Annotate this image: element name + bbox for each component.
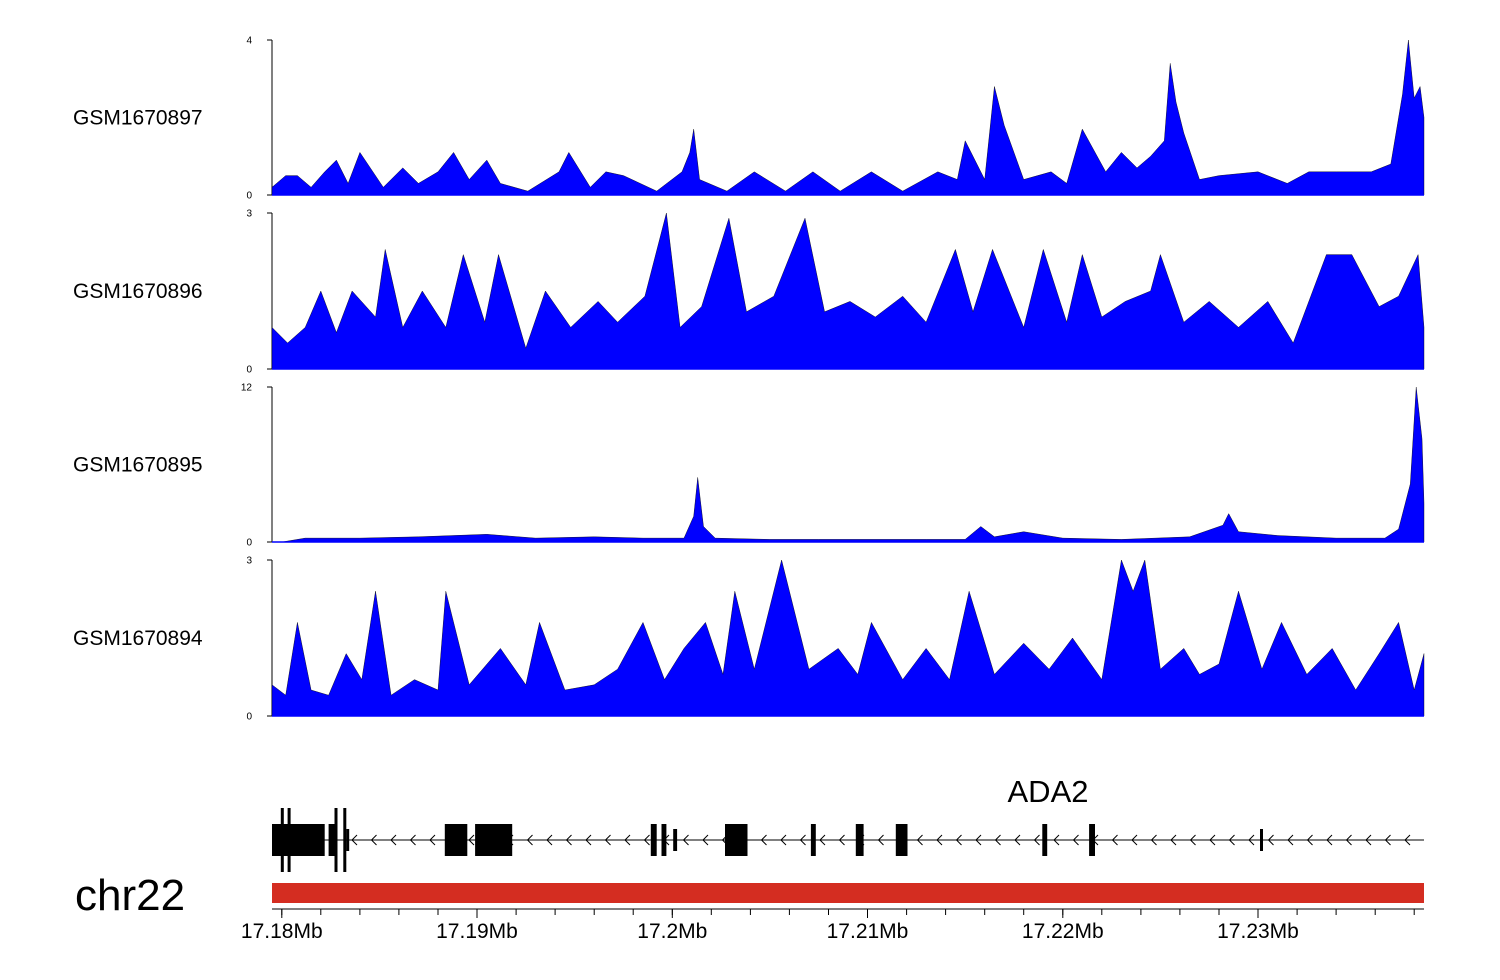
strand-arrow [1014, 834, 1021, 846]
coverage-area-gsm1670897 [271, 39, 1425, 196]
strand-arrow [1150, 834, 1157, 846]
exon [661, 824, 667, 856]
strand-arrow [1053, 834, 1060, 846]
track-gsm1670897: 0 4 GSM1670897 [73, 36, 1425, 202]
track-label: GSM1670896 [73, 280, 203, 303]
strand-arrow [1033, 834, 1040, 846]
strand-arrow [526, 834, 533, 846]
exon [272, 824, 325, 856]
exon [1042, 824, 1048, 856]
strand-arrow [624, 834, 631, 846]
exon [895, 824, 908, 856]
exon-edge [280, 808, 284, 872]
strand-arrow [799, 834, 806, 846]
exon [650, 824, 657, 856]
coverage-area-gsm1670896 [271, 212, 1425, 370]
strand-arrow [1170, 834, 1177, 846]
exon [673, 829, 678, 851]
strand-arrow [994, 834, 1001, 846]
strand-arrow [682, 834, 689, 846]
strand-arrow [975, 834, 982, 846]
coverage-area-gsm1670894 [271, 559, 1425, 717]
exon [346, 829, 350, 851]
exon-edge [287, 808, 291, 872]
exon [444, 824, 468, 856]
strand-arrow [1306, 834, 1313, 846]
strand-arrow [702, 834, 709, 846]
strand-arrow [1072, 834, 1079, 846]
exon [810, 824, 816, 856]
x-tick-label: 17.22Mb [1022, 920, 1104, 943]
strand-arrow [1326, 834, 1333, 846]
strand-arrow [370, 834, 377, 846]
strand-arrow [409, 834, 416, 846]
strand-arrow [955, 834, 962, 846]
strand-arrow [643, 834, 650, 846]
coverage-tracks: 0 4 GSM1670897 0 3 GSM1670896 0 12 GSM1670895 0 3 G… [73, 36, 1425, 723]
strand-arrow [1209, 834, 1216, 846]
strand-arrow [916, 834, 923, 846]
strand-arrow [838, 834, 845, 846]
exon [1089, 824, 1095, 856]
strand-arrow [1404, 834, 1411, 846]
track-gsm1670894: 0 3 GSM1670894 [73, 556, 1425, 723]
exon [855, 824, 864, 856]
strand-arrow [565, 834, 572, 846]
strand-arrow [877, 834, 884, 846]
y-tick-label: 4 [246, 36, 252, 47]
exon [328, 824, 336, 856]
exon-edge [343, 808, 347, 872]
strand-arrow [351, 834, 358, 846]
strand-arrow [1131, 834, 1138, 846]
x-tick-label: 17.23Mb [1217, 920, 1299, 943]
exon [725, 824, 748, 856]
y-tick-label: 0 [246, 712, 252, 723]
y-tick-label: 3 [246, 556, 252, 567]
strand-arrow [1267, 834, 1274, 846]
strand-arrow [390, 834, 397, 846]
track-gsm1670896: 0 3 GSM1670896 [73, 209, 1425, 376]
x-tick-label: 17.18Mb [241, 920, 323, 943]
exon [475, 824, 513, 856]
strand-arrow [1384, 834, 1391, 846]
exon-edge [334, 808, 338, 872]
x-tick-label: 17.2Mb [637, 920, 707, 943]
chromosome-ideogram: chr22 [75, 871, 1424, 920]
x-tick-label: 17.19Mb [436, 920, 518, 943]
gene-track: ADA2 [272, 774, 1424, 872]
y-tick-label: 3 [246, 209, 252, 220]
track-label: GSM1670894 [73, 627, 203, 650]
x-tick-label: 17.21Mb [827, 920, 909, 943]
gene-label: ADA2 [1008, 774, 1089, 809]
strand-arrow [819, 834, 826, 846]
track-label: GSM1670895 [73, 454, 203, 477]
strand-arrow [468, 834, 475, 846]
ideogram-bar [272, 883, 1424, 903]
strand-arrow [1189, 834, 1196, 846]
strand-arrow [936, 834, 943, 846]
track-label: GSM1670897 [73, 107, 203, 130]
strand-arrow [1365, 834, 1372, 846]
exon [1260, 829, 1263, 851]
y-tick-label: 0 [246, 538, 252, 549]
strand-arrow [604, 834, 611, 846]
strand-arrow [1248, 834, 1255, 846]
y-tick-label: 12 [241, 383, 253, 394]
genomic-axis: 17.18Mb 17.19Mb 17.2Mb 17.21Mb 17.22Mb 17.23M… [241, 908, 1424, 943]
strand-arrow [585, 834, 592, 846]
strand-arrow [429, 834, 436, 846]
y-tick-label: 0 [246, 191, 252, 202]
strand-arrow [546, 834, 553, 846]
coverage-area-gsm1670895 [281, 386, 1425, 543]
strand-arrow [1345, 834, 1352, 846]
strand-arrow [760, 834, 767, 846]
strand-arrow [1111, 834, 1118, 846]
strand-arrow [1287, 834, 1294, 846]
chromosome-label: chr22 [75, 871, 185, 920]
strand-arrow [1228, 834, 1235, 846]
strand-arrow [780, 834, 787, 846]
track-gsm1670895: 0 12 GSM1670895 [73, 383, 1425, 549]
y-tick-label: 0 [246, 365, 252, 376]
